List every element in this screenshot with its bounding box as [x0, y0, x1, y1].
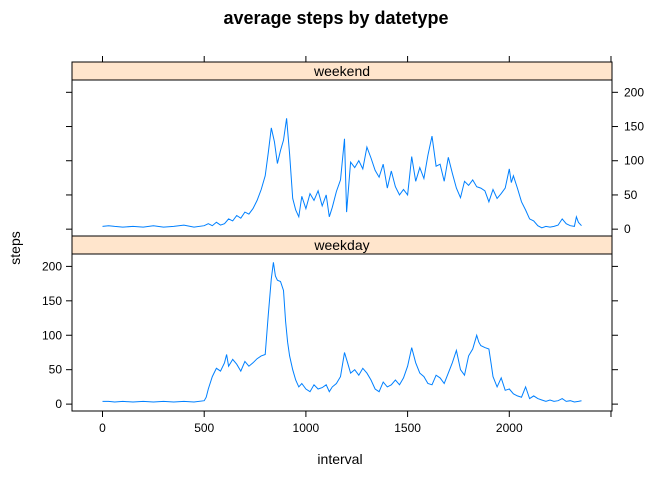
series-line-weekday [102, 262, 582, 403]
y-tick-label-weekend: 100 [624, 154, 644, 168]
x-tick-label: 1500 [394, 421, 421, 435]
y-tick-label-weekend: 0 [624, 222, 631, 236]
panel-frame-weekday [71, 253, 613, 412]
y-tick-label-weekend: 200 [624, 85, 644, 99]
x-tick-label: 1000 [293, 421, 320, 435]
y-tick-label-weekend: 50 [624, 188, 638, 202]
x-axis-label: interval [317, 451, 362, 467]
x-tick-label: 500 [194, 421, 214, 435]
y-axis-label: steps [7, 231, 23, 264]
panel-weekend: weekend 0 50 100 150 200 [66, 61, 644, 237]
y-tick-label-weekday: 150 [42, 294, 62, 308]
chart-title: average steps by datetype [223, 8, 448, 28]
x-tick-label: 2000 [496, 421, 523, 435]
y-tick-label-weekday: 0 [55, 397, 62, 411]
panel-weekday: weekday 0 50 100 150 200 [42, 235, 618, 412]
y-tick-label-weekday: 100 [42, 328, 62, 342]
y-tick-label-weekday: 50 [49, 363, 63, 377]
strip-label-weekend: weekend [313, 63, 370, 79]
y-tick-label-weekday: 200 [42, 259, 62, 273]
panel-frame-weekend [71, 79, 613, 237]
strip-label-weekday: weekday [313, 237, 369, 253]
series-line-weekend [102, 118, 582, 229]
x-tick-label: 0 [99, 421, 106, 435]
y-tick-label-weekend: 150 [624, 120, 644, 134]
